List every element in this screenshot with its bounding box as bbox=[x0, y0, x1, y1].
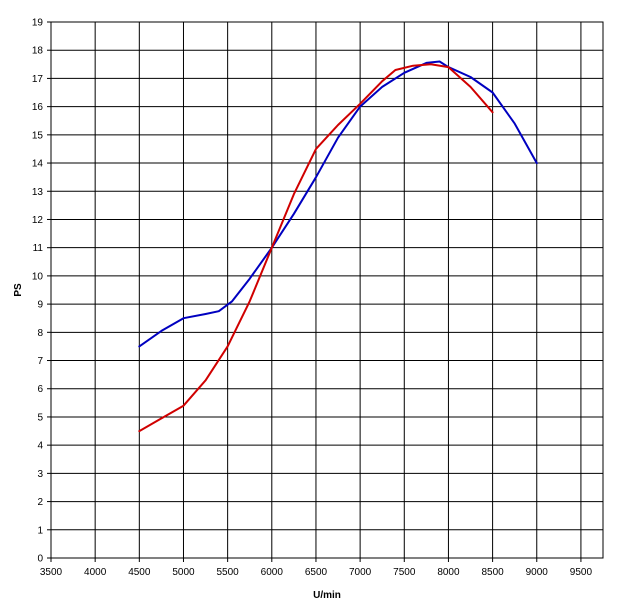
series-group bbox=[138, 60, 538, 433]
y-axis-label: PS bbox=[13, 283, 24, 297]
y-tick-label: 15 bbox=[32, 130, 44, 141]
x-tick-label: 9500 bbox=[570, 567, 593, 578]
x-tick-label: 5000 bbox=[172, 567, 195, 578]
plot-area bbox=[50, 21, 604, 559]
y-tick-label: 8 bbox=[37, 328, 43, 339]
x-tick-label: 6000 bbox=[261, 567, 284, 578]
x-tick-label: 8000 bbox=[437, 567, 460, 578]
x-tick-label: 6500 bbox=[305, 567, 328, 578]
y-tick-label: 4 bbox=[37, 441, 43, 452]
y-tick-label: 19 bbox=[32, 18, 44, 29]
y-tick-label: 10 bbox=[32, 271, 44, 282]
x-tick-label: 4500 bbox=[128, 567, 151, 578]
x-tick-label: 4000 bbox=[84, 567, 107, 578]
grid bbox=[47, 21, 603, 562]
y-tick-label: 1 bbox=[37, 525, 43, 536]
y-tick-label: 18 bbox=[32, 46, 44, 57]
y-tick-label: 12 bbox=[32, 215, 44, 226]
x-tick-label: 3500 bbox=[40, 567, 63, 578]
x-tick-label: 5500 bbox=[217, 567, 240, 578]
y-tick-label: 11 bbox=[33, 243, 44, 254]
y-tick-label: 6 bbox=[37, 384, 43, 395]
x-tick-label: 7500 bbox=[393, 567, 416, 578]
x-tick-label: 9000 bbox=[526, 567, 549, 578]
y-tick-label: 13 bbox=[32, 187, 44, 198]
y-tick-label: 0 bbox=[37, 554, 43, 565]
y-tick-label: 16 bbox=[32, 102, 44, 113]
x-axis-label: U/min bbox=[313, 590, 341, 601]
x-tick-labels: 3500 4000 4500 5000 5500 6000 6500 7000 7500 8000… bbox=[40, 567, 593, 578]
y-tick-label: 5 bbox=[37, 412, 43, 423]
y-tick-label: 2 bbox=[37, 497, 43, 508]
y-tick-label: 7 bbox=[37, 356, 43, 367]
x-tick-label: 8500 bbox=[481, 567, 504, 578]
y-tick-label: 9 bbox=[37, 300, 43, 311]
y-tick-label: 14 bbox=[32, 159, 44, 170]
y-tick-label: 3 bbox=[37, 469, 43, 480]
series-line-2 bbox=[138, 63, 494, 433]
x-tick-label: 7000 bbox=[349, 567, 372, 578]
series-line-1 bbox=[138, 60, 538, 348]
y-tick-label: 17 bbox=[32, 74, 44, 85]
